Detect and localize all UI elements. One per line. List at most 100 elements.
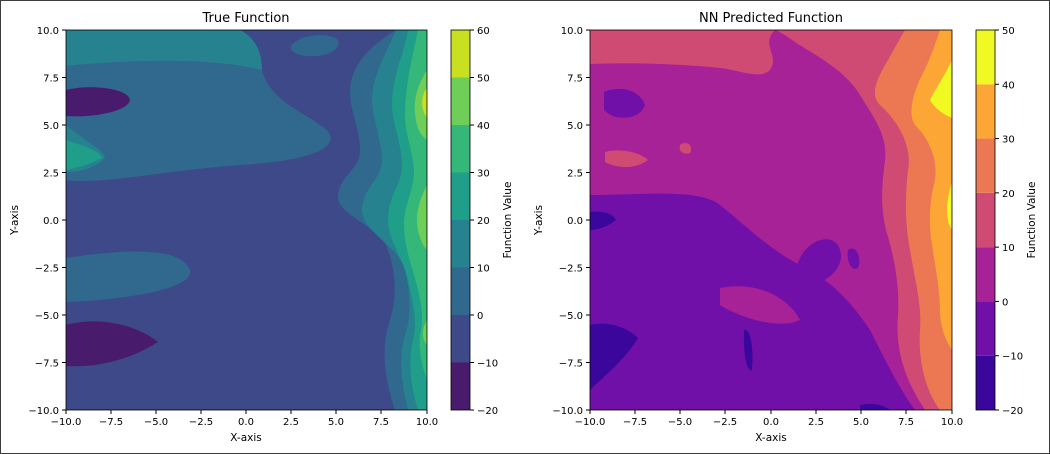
colorbar-tick-label: 0 [477, 311, 483, 322]
x-tick: 7.5 [898, 410, 914, 428]
x-tick: −5.0 [668, 410, 692, 428]
y-tick: 0.0 [567, 216, 590, 227]
x-tick: 5.0 [328, 410, 344, 428]
x-tick-label: −2.5 [189, 417, 213, 428]
y-tick-label: −5.0 [35, 311, 59, 322]
x-tick-label: −5.0 [668, 417, 692, 428]
colorbar-label: Function Value [502, 182, 514, 259]
y-tick: −2.5 [35, 264, 66, 275]
colorbar-tick-label: 30 [1002, 135, 1015, 146]
x-tick: 2.5 [808, 410, 824, 428]
colorbar-label: Function Value [1026, 182, 1038, 259]
y-tick-label: 2.5 [567, 169, 583, 180]
y-tick: −7.5 [35, 359, 66, 370]
true-function-panel: True Function −10.0 −7.5 −5.0 −2.5 0.0 2… [9, 11, 514, 444]
colorbar-segment [451, 220, 470, 268]
y-tick: −7.5 [559, 359, 590, 370]
chart-title: NN Predicted Function [699, 11, 843, 26]
colorbar-tick-label: 20 [1002, 189, 1015, 200]
y-tick: −5.0 [35, 311, 66, 322]
colorbar-frame [975, 29, 996, 411]
y-tick-label: 2.5 [43, 169, 59, 180]
colorbar-tick-label: 50 [1002, 26, 1015, 37]
x-axis-label: X-axis [230, 432, 262, 444]
colorbar-tick-label: 0 [1002, 297, 1008, 308]
colorbar-segment [451, 30, 470, 78]
x-axis-label: X-axis [755, 432, 787, 444]
x-tick-label: 10.0 [416, 417, 438, 428]
y-tick-label: −10.0 [552, 406, 583, 417]
x-tick-label: 0.0 [763, 417, 779, 428]
colorbar-segment [451, 172, 470, 220]
contour-band-10-20 [66, 30, 427, 410]
x-tick-label: 5.0 [853, 417, 869, 428]
contour-band-neg20-neg10 [66, 321, 158, 367]
colorbar-segment [976, 138, 995, 193]
x-tick-label: 7.5 [898, 417, 914, 428]
colorbar-tick-label: 40 [1002, 80, 1015, 91]
x-tick: 0.0 [238, 410, 254, 428]
y-tick-label: −5.0 [559, 311, 583, 322]
y-tick-label: 10.0 [37, 26, 59, 37]
y-tick-label: −2.5 [35, 264, 59, 275]
y-tick: 10.0 [37, 26, 66, 37]
contour-plot [590, 30, 952, 410]
colorbar-tick-label: 40 [477, 121, 490, 132]
colorbar-tick-label: 50 [477, 74, 490, 85]
x-tick: −7.5 [623, 410, 647, 428]
contour-blob-upper [290, 35, 339, 57]
colorbar-segment [451, 267, 470, 315]
y-tick: 2.5 [43, 169, 66, 180]
x-tick-label: 5.0 [328, 417, 344, 428]
colorbar-tick-label: 60 [477, 26, 490, 37]
y-tick-label: 5.0 [567, 121, 583, 132]
y-tick-label: 7.5 [43, 74, 59, 85]
colorbar-segment [976, 30, 995, 85]
colorbar-tick-label: −10 [477, 359, 498, 370]
x-tick-label: −2.5 [713, 417, 737, 428]
x-tick-label: 0.0 [238, 417, 254, 428]
y-tick: 2.5 [567, 169, 590, 180]
contour-blob-lower-left [66, 87, 130, 117]
y-tick-label: 7.5 [567, 74, 583, 85]
y-tick-label: −2.5 [559, 264, 583, 275]
x-tick: −10.0 [51, 410, 82, 428]
y-tick: −5.0 [559, 311, 590, 322]
x-tick: −10.0 [575, 410, 606, 428]
colorbar: −20 −10 0 10 20 30 40 50 Function Value [975, 26, 1038, 417]
x-tick: 5.0 [853, 410, 869, 428]
axis-ticks: −10.0 −7.5 −5.0 −2.5 0.0 2.5 5.0 7.5 10.… [28, 26, 438, 428]
y-tick-label: 10.0 [561, 26, 583, 37]
y-tick: −10.0 [28, 406, 66, 417]
y-tick-label: −10.0 [28, 406, 59, 417]
nn-predicted-panel: NN Predicted Function −10.0 −7.5 −5.0 −2… [533, 11, 1038, 444]
x-tick: −5.0 [144, 410, 168, 428]
x-tick-label: 2.5 [808, 417, 824, 428]
colorbar: −20 −10 0 10 20 30 40 50 60 Function Value [450, 26, 514, 417]
x-tick: 0.0 [763, 410, 779, 428]
x-tick-label: −10.0 [575, 417, 606, 428]
y-tick: 0.0 [43, 216, 66, 227]
colorbar-segment [976, 301, 995, 356]
x-tick: −7.5 [99, 410, 123, 428]
x-tick-label: 2.5 [283, 417, 299, 428]
x-tick-label: −10.0 [51, 417, 82, 428]
y-tick: 5.0 [43, 121, 66, 132]
colorbar-segment [451, 77, 470, 125]
colorbar-segment [451, 362, 470, 410]
colorbar-tick-label: 10 [1002, 243, 1015, 254]
contour-plot [66, 30, 427, 410]
colorbar-tick-label: −20 [477, 406, 498, 417]
x-tick: 10.0 [416, 410, 438, 428]
x-tick-label: 7.5 [373, 417, 389, 428]
colorbar-segment [976, 84, 995, 139]
y-tick-label: 0.0 [43, 216, 59, 227]
x-tick-label: −5.0 [144, 417, 168, 428]
y-tick-label: 0.0 [567, 216, 583, 227]
colorbar-tick-label: 20 [477, 216, 490, 227]
colorbar-segment [451, 125, 470, 173]
chart-title: True Function [201, 11, 289, 26]
y-axis-label: Y-axis [533, 205, 545, 236]
y-tick: 7.5 [43, 74, 66, 85]
x-tick-label: 10.0 [941, 417, 963, 428]
